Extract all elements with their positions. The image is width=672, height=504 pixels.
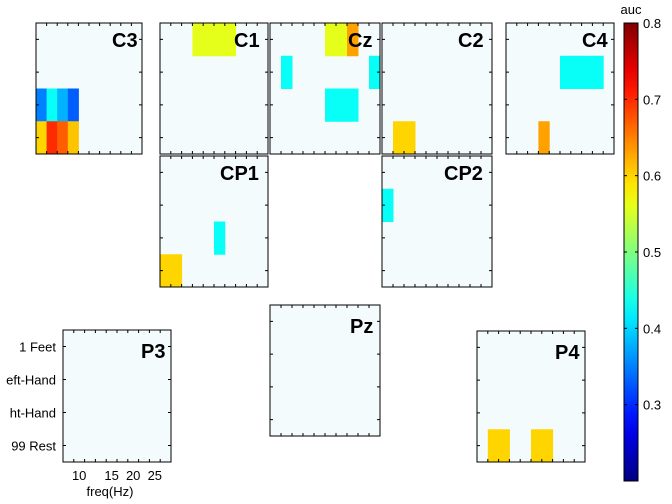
heatmap-cell — [57, 88, 69, 122]
heatmap-cell — [538, 121, 550, 155]
heatmap-cell — [170, 254, 183, 288]
heatmap-cell — [36, 88, 48, 122]
y-tick-label: ht-Hand — [10, 406, 56, 421]
heatmap-cell — [214, 23, 226, 57]
panel-cz: Cz — [269, 22, 381, 155]
panel-c2: C2 — [381, 22, 493, 155]
colorbar-gradient — [624, 23, 638, 481]
panel-c3: C3 — [35, 22, 143, 155]
x-tick-label: 25 — [148, 468, 162, 483]
panel-title: C4 — [582, 30, 608, 52]
panel-background — [382, 156, 492, 287]
panel-title: C3 — [112, 30, 138, 52]
heatmap-cell — [393, 121, 405, 155]
colorbar-tick-label: 0.5 — [643, 245, 661, 260]
panel-background — [63, 330, 171, 462]
heatmap-cell — [592, 55, 604, 89]
heatmap-cell — [560, 55, 572, 89]
panel-title: C2 — [458, 30, 484, 52]
panel-title: P3 — [141, 341, 165, 363]
heatmap-cell — [404, 121, 416, 155]
y-tick-label: eft-Hand — [6, 373, 56, 388]
heatmap-cell — [369, 55, 381, 89]
panel-title: Pz — [350, 316, 373, 338]
heatmap-cell — [325, 88, 337, 122]
panel-title: C1 — [234, 30, 260, 52]
y-tick-label: 1 Feet — [19, 340, 56, 355]
colorbar-label: auc — [621, 2, 642, 17]
heatmap-cell — [67, 88, 79, 122]
heatmap-cell — [46, 88, 58, 122]
heatmap-cell — [214, 221, 226, 255]
colorbar-tick-label: 0.4 — [643, 321, 661, 336]
heatmap-cell — [487, 429, 500, 463]
colorbar-tick-label: 0.3 — [643, 398, 661, 413]
heatmap-cell — [203, 23, 215, 57]
panel-title: CP1 — [220, 163, 259, 185]
panel-pz: Pz — [269, 304, 381, 437]
heatmap-cell — [160, 254, 172, 288]
panel-title: CP2 — [444, 163, 483, 185]
heatmap-cell — [281, 55, 293, 89]
heatmap-cell — [336, 23, 348, 57]
panels-layer: C3 C1 Cz C2 C4 CP1 CP2 P3 Pz P4 1 Feet eft-Hand ht-H… — [6, 22, 615, 499]
panel-title: P4 — [555, 342, 580, 364]
y-tick-label: 99 Rest — [11, 439, 56, 454]
heatmap-cell — [581, 55, 593, 89]
heatmap-cell — [224, 23, 237, 57]
panel-background — [270, 305, 380, 436]
heatmap-cell — [347, 88, 359, 122]
heatmap-cell — [382, 188, 394, 222]
heatmap-cell — [36, 121, 48, 155]
heatmap-cell — [541, 429, 554, 463]
panel-title: Cz — [348, 30, 372, 52]
heatmap-cell — [325, 23, 337, 57]
panel-p3: P3 — [62, 329, 172, 463]
panel-c1: C1 — [159, 22, 269, 155]
heatmap-cell — [57, 121, 69, 155]
colorbar-tick-label: 0.6 — [643, 169, 661, 184]
heatmap-cell — [67, 121, 79, 155]
heatmap-cell — [46, 121, 58, 155]
heatmap-cell — [498, 429, 510, 463]
colorbar-tick-label: 0.8 — [643, 16, 661, 31]
heatmap-cell — [347, 23, 359, 57]
panel-c4: C4 — [505, 22, 615, 155]
heatmap-cell — [531, 429, 543, 463]
heatmap-cell — [192, 23, 204, 57]
heatmap-cell — [570, 55, 583, 89]
x-tick-label: 20 — [126, 468, 140, 483]
panel-cp2: CP2 — [381, 155, 493, 288]
panel-p4: P4 — [476, 330, 586, 463]
x-axis-label: freq(Hz) — [87, 484, 134, 499]
heatmap-cell — [336, 88, 348, 122]
colorbar-tick-label: 0.7 — [643, 92, 661, 107]
x-tick-label: 10 — [72, 468, 86, 483]
x-tick-label: 15 — [104, 468, 118, 483]
panel-cp1: CP1 — [159, 155, 269, 288]
